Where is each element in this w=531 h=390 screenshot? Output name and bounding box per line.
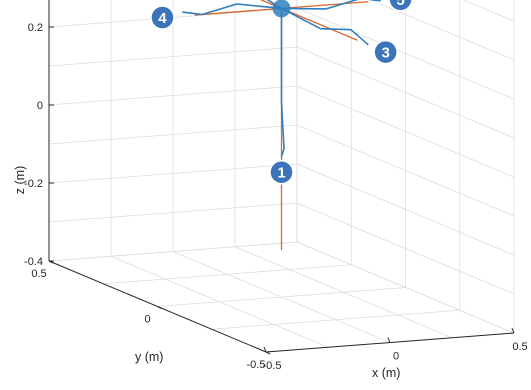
- floor-grid-line: [157, 287, 406, 307]
- y-tick-label: 0: [144, 314, 150, 326]
- trajectory-line: [281, 0, 381, 10]
- z-tick-label: 0: [37, 100, 43, 112]
- axes-box: [48, 0, 515, 355]
- z-axis-label: z (m): [13, 166, 27, 194]
- side-wall-grid-line: [296, 124, 515, 217]
- marker-label: 3: [381, 45, 389, 62]
- x-axis-label: x (m): [372, 366, 400, 380]
- marker-label: 1: [277, 165, 285, 182]
- side-wall-grid-line: [296, 241, 515, 334]
- y-tick-mark: [157, 306, 162, 309]
- axis-labels: x (m) y (m) z (m): [13, 166, 400, 380]
- marker-circle: [373, 39, 398, 65]
- side-wall-grid-line: [296, 163, 515, 256]
- side-wall-grid-line: [462, 0, 515, 22]
- y-tick-label: -0.5: [247, 359, 266, 371]
- x-tick-mark: [511, 327, 515, 334]
- marker-circle: [150, 5, 175, 30]
- marker-circle: [269, 159, 294, 185]
- y-axis-label: y (m): [135, 350, 163, 364]
- tick-labels: 0.60.40.20-0.2-0.40.50-0.5-0.500.5: [24, 22, 528, 372]
- x-tick-label: 0: [393, 351, 399, 363]
- trajectories: [182, 0, 381, 157]
- z-tick-label: -0.2: [24, 178, 43, 190]
- x-tick-label: -0.5: [263, 360, 282, 372]
- marker-3: 3: [373, 39, 398, 65]
- z-tick-label: 0.2: [28, 22, 43, 34]
- markers: 12345: [150, 0, 413, 185]
- marker-4: 4: [150, 5, 175, 30]
- marker-1: 1: [269, 159, 294, 185]
- marker-label: 5: [396, 0, 404, 9]
- y-tick-mark: [48, 260, 54, 264]
- side-wall-grid-line: [296, 46, 515, 139]
- side-wall-grid-line: [296, 7, 515, 100]
- back-wall-grid-line: [48, 163, 298, 184]
- back-wall-grid-line: [48, 202, 298, 223]
- x-tick-label: 0.5: [512, 341, 527, 353]
- x-tick-mark: [263, 346, 267, 353]
- marker-label: 4: [158, 10, 167, 27]
- side-wall-grid-line: [296, 85, 515, 178]
- trajectory-line: [280, 8, 285, 157]
- back-wall-grid-line: [48, 124, 298, 145]
- x-tick-mark: [387, 337, 391, 343]
- marker-5: 5: [388, 0, 413, 12]
- trajectory-line: [182, 3, 282, 16]
- y-tick-mark: [265, 351, 271, 355]
- side-wall-grid-line: [369, 0, 515, 61]
- floor-grid-line: [211, 309, 460, 330]
- side-wall-grid-line: [296, 202, 515, 295]
- floor-grid-line: [103, 264, 352, 285]
- back-wall-grid-line: [48, 85, 298, 106]
- z-tick-label: -0.4: [24, 256, 43, 268]
- start-hub: [272, 0, 291, 18]
- marker-circle: [388, 0, 413, 12]
- trajectory-line: [281, 7, 369, 46]
- y-tick-label: 0.5: [31, 268, 46, 280]
- back-wall-grid-line: [48, 46, 298, 67]
- back-wall-grid-line: [48, 241, 298, 262]
